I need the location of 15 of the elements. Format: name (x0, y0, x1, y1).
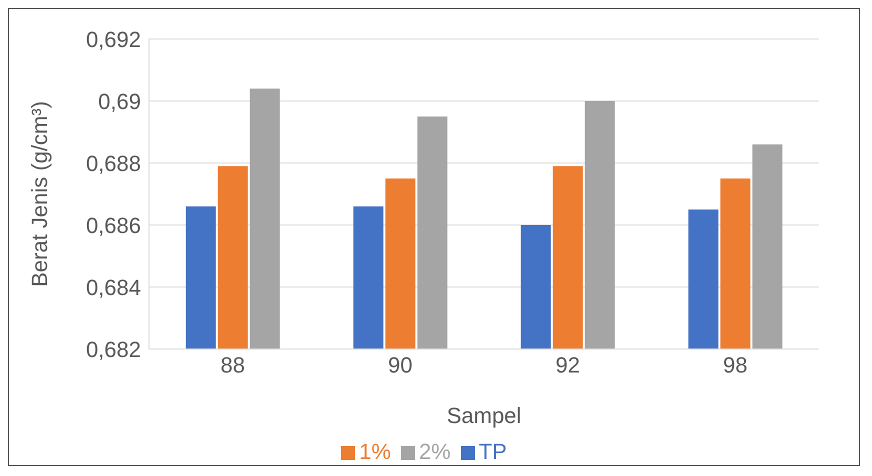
x-tick-label: 88 (220, 352, 245, 378)
y-tick-label: 0,69 (98, 88, 141, 114)
y-tick-label: 0,682 (86, 336, 141, 362)
y-tick-label: 0,688 (86, 150, 141, 176)
x-tick-label: 92 (556, 352, 580, 378)
y-axis-title: Berat Jenis (g/cm³) (26, 101, 52, 287)
x-axis-title: Sampel (446, 403, 522, 428)
y-tick-label: 0,692 (86, 26, 141, 52)
y-tick-label: 0,686 (86, 212, 141, 238)
x-tick-label: 90 (388, 352, 412, 378)
x-tick-label: 98 (723, 352, 748, 378)
legend-label: 1% (359, 439, 391, 464)
legend-label: 2% (418, 439, 451, 464)
y-tick-label: 0,684 (86, 274, 141, 300)
legend-label: TP (478, 439, 507, 464)
